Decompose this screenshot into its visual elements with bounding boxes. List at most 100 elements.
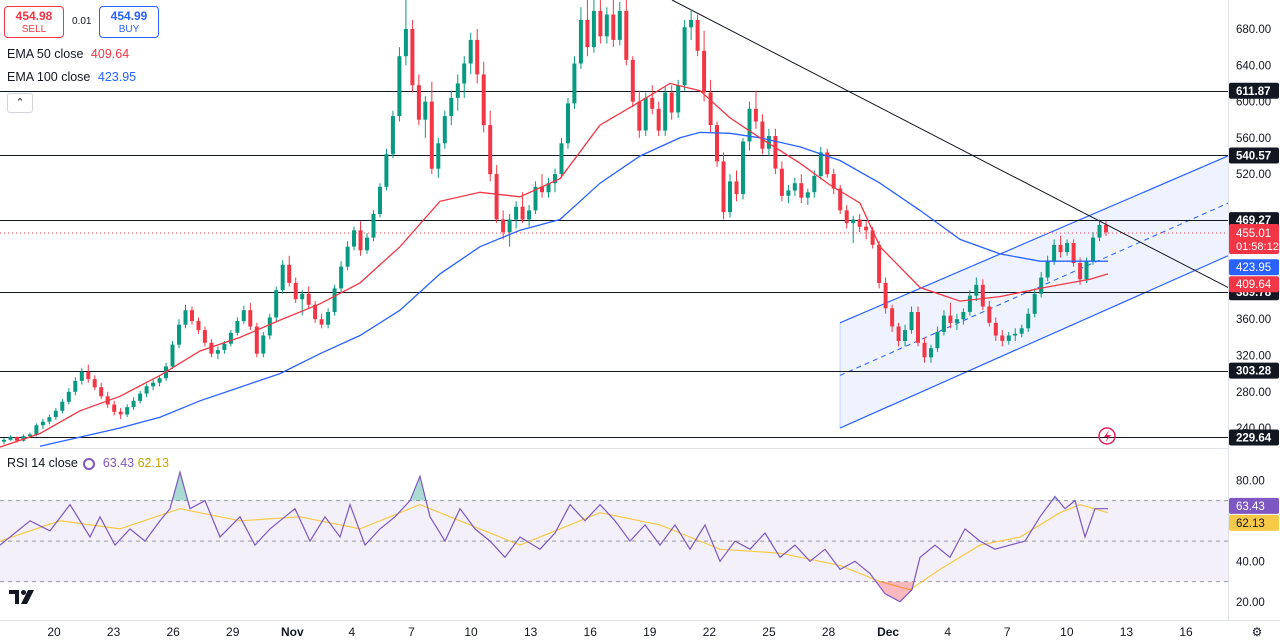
channel-mid (839, 202, 1229, 376)
candle-body (280, 264, 285, 291)
time-tick-label: 25 (762, 625, 776, 639)
candle-body (403, 29, 408, 57)
rsi-settings-icon[interactable] (83, 458, 96, 470)
price-tick-label: 280.00 (1236, 387, 1271, 399)
candle-body (410, 29, 415, 86)
rsi-ma-tag-label: 62.13 (1236, 518, 1265, 530)
time-tick-label: 13 (1120, 625, 1134, 639)
candle-body (254, 326, 259, 354)
candlestick-series (2, 0, 1108, 445)
time-tick-label: 28 (822, 625, 836, 639)
candle-body (786, 190, 791, 196)
tradingview-logo-icon[interactable] (9, 588, 39, 611)
candle-body (741, 141, 745, 195)
ema50-legend[interactable]: EMA 50 close 409.64 (7, 47, 133, 61)
candle-body (151, 382, 156, 387)
trendline[interactable] (671, 0, 1229, 288)
price-tick-label: 520.00 (1236, 169, 1271, 181)
candle-body (929, 348, 933, 358)
candle-body (773, 136, 778, 169)
buy-button[interactable]: 454.99 BUY (99, 6, 159, 38)
level-tag-label: 229.64 (1236, 432, 1272, 444)
candle-body (663, 92, 668, 131)
level-tag-label: 611.87 (1236, 86, 1271, 98)
candle-body (21, 436, 26, 441)
candle-body (306, 293, 311, 305)
candle-body (371, 214, 376, 238)
candle-body (702, 50, 707, 93)
lightning-alert-icon[interactable] (1098, 427, 1116, 445)
candle-body (695, 20, 700, 51)
rsi-tick-label: 20.00 (1236, 597, 1265, 609)
horizontal-levels[interactable] (0, 91, 1228, 438)
candle-body (494, 174, 499, 220)
candle-body (241, 310, 246, 322)
candle-body (144, 386, 149, 394)
candle-body (339, 266, 344, 289)
candle-body (442, 116, 447, 144)
time-tick-label: 7 (1004, 625, 1011, 639)
candle-body (948, 315, 953, 323)
candle-body (170, 344, 175, 367)
candle-body (345, 246, 350, 267)
channel-upper (839, 155, 1229, 324)
collapse-legend-button[interactable]: ⌃ (7, 93, 33, 113)
rsi-ma-value: 62.13 (137, 456, 169, 470)
candle-body (112, 404, 117, 412)
buy-price: 454.99 (110, 9, 148, 23)
candle-body (416, 85, 421, 120)
level-tag-label: 540.57 (1236, 150, 1271, 162)
candle-body (818, 152, 823, 176)
candle-body (851, 219, 856, 224)
candle-body (1058, 244, 1063, 253)
candle-body (650, 97, 655, 109)
candle-body (501, 219, 506, 233)
price-axis[interactable]: 680.00 640.00 600.00 560.00 520.00 360.00 320.… (1229, 0, 1280, 620)
candle-body (922, 342, 927, 358)
candle-body (864, 226, 869, 231)
candle-body (118, 411, 123, 415)
candle-body (1006, 335, 1011, 341)
candle-body (637, 101, 642, 131)
rsi-line (0, 469, 1108, 603)
candle-body (747, 108, 752, 142)
ema100-tag-label: 423.95 (1236, 262, 1271, 274)
candle-body (92, 379, 97, 388)
candle-body (390, 116, 395, 155)
candle-body (1013, 333, 1018, 336)
rsi-legend[interactable]: RSI 14 close 63.43 62.13 (7, 456, 169, 470)
candle-body (2, 439, 6, 442)
rsi-ma-line (0, 503, 1109, 591)
time-tick-label: 4 (349, 625, 356, 639)
candle-body (844, 210, 849, 224)
candle-body (196, 321, 201, 331)
candle-body (47, 417, 52, 422)
candle-body (753, 108, 758, 122)
time-tick-label: 16 (1179, 625, 1193, 639)
candle-body (293, 282, 298, 300)
time-axis[interactable]: 20 23 26 29 Nov 4 7 10 13 16 19 22 25 28 Dec 4 7 10 13 16 ⚙ (47, 625, 1262, 639)
sell-button[interactable]: 454.98 SELL (4, 6, 64, 38)
time-tick-label: 10 (464, 625, 478, 639)
time-tick-label: Dec (877, 625, 899, 639)
candle-body (1097, 224, 1102, 238)
price-tick-label: 640.00 (1236, 60, 1271, 72)
ema100-legend[interactable]: EMA 100 close 423.95 (7, 70, 140, 84)
candle-body (15, 437, 19, 441)
candle-body (384, 154, 389, 187)
price-tick-label: 600.00 (1236, 97, 1271, 109)
candle-body (462, 63, 467, 84)
candle-body (300, 293, 305, 300)
rsi-value: 63.43 (102, 456, 135, 470)
time-tick-label: 10 (1060, 625, 1074, 639)
time-tick-label: 4 (944, 625, 951, 639)
ema50-tag-label: 409.64 (1236, 279, 1272, 291)
candle-body (1104, 224, 1108, 233)
candle-body (183, 310, 188, 325)
candle-body (656, 108, 661, 131)
candle-body (1091, 237, 1095, 262)
candle-body (429, 101, 434, 169)
candle-body (8, 437, 13, 440)
candle-body (546, 183, 551, 193)
